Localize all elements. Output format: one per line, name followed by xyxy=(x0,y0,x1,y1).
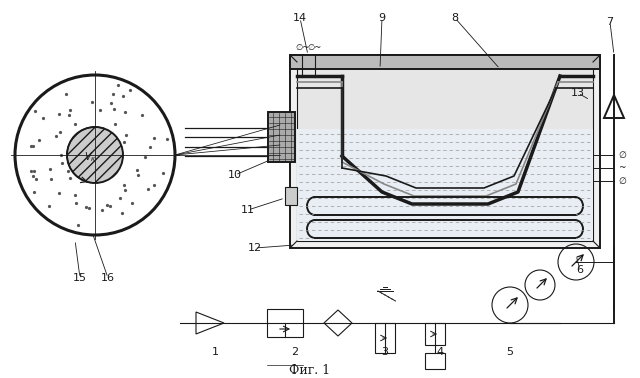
Text: Фиг. 1: Фиг. 1 xyxy=(289,364,331,376)
Bar xyxy=(297,62,593,241)
Text: $V_к$: $V_к$ xyxy=(84,150,97,164)
Bar xyxy=(375,323,395,353)
Bar xyxy=(268,112,295,162)
Text: 6: 6 xyxy=(577,265,584,275)
Text: 15: 15 xyxy=(73,273,87,283)
Text: ∅: ∅ xyxy=(618,150,626,160)
Text: 13: 13 xyxy=(571,88,585,98)
Text: 16: 16 xyxy=(101,273,115,283)
Text: 7: 7 xyxy=(607,17,614,27)
Circle shape xyxy=(67,127,123,183)
Bar xyxy=(425,353,445,369)
Text: ∅: ∅ xyxy=(618,177,626,186)
Text: 10: 10 xyxy=(228,170,242,180)
Text: 11: 11 xyxy=(241,205,255,215)
Text: 3: 3 xyxy=(381,347,388,357)
Bar xyxy=(267,309,303,337)
Text: ∅~: ∅~ xyxy=(308,42,322,51)
Bar xyxy=(290,55,600,69)
Bar xyxy=(290,55,600,248)
Bar xyxy=(285,187,297,205)
Bar xyxy=(297,129,593,241)
Text: 4: 4 xyxy=(436,347,444,357)
Text: 5: 5 xyxy=(506,347,513,357)
Text: ~: ~ xyxy=(618,164,625,172)
Text: ∅~: ∅~ xyxy=(295,42,309,51)
Text: 12: 12 xyxy=(248,243,262,253)
Text: 8: 8 xyxy=(451,13,459,23)
Bar xyxy=(425,323,445,345)
Text: 9: 9 xyxy=(378,13,385,23)
Text: 14: 14 xyxy=(293,13,307,23)
Text: 1: 1 xyxy=(211,347,218,357)
Text: 2: 2 xyxy=(291,347,299,357)
